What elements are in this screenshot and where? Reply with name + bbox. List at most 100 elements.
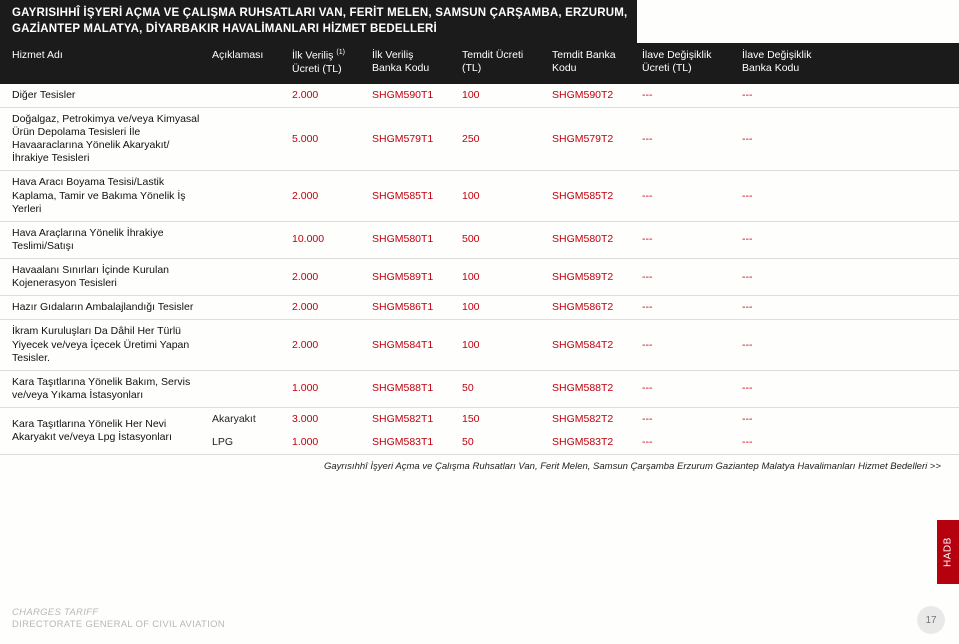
chg: --- bbox=[642, 436, 742, 449]
code2: SHGM579T2 bbox=[552, 133, 642, 146]
ren: 100 bbox=[462, 190, 552, 203]
code2: SHGM589T2 bbox=[552, 271, 642, 284]
col-ilk-verilis-ucreti: İlk Veriliş (1) Ücreti (TL) bbox=[292, 49, 372, 76]
title-box: GAYRISIHHÎ İŞYERİ AÇMA VE ÇALIŞMA RUHSAT… bbox=[0, 0, 637, 43]
code1: SHGM584T1 bbox=[372, 339, 462, 352]
col-ilave-ucreti: İlave Değişiklik Ücreti (TL) bbox=[642, 49, 742, 75]
chevron-right-icon: >> bbox=[930, 461, 941, 472]
fee: 2.000 bbox=[292, 301, 372, 314]
chgc: --- bbox=[742, 271, 852, 284]
fee: 3.000 bbox=[292, 413, 372, 426]
ren: 100 bbox=[462, 301, 552, 314]
table-row: Kara Taşıtlarına Yönelik Bakım, Servis v… bbox=[0, 371, 959, 408]
col-ilave-banka: İlave Değişiklik Banka Kodu bbox=[742, 49, 852, 75]
chg: --- bbox=[642, 89, 742, 102]
service-name: Hava Aracı Boyama Tesisi/Lastik Kaplama,… bbox=[12, 176, 212, 215]
table-row: Hazır Gıdaların Ambalajlandığı Tesisler 2… bbox=[0, 296, 959, 320]
code1: SHGM588T1 bbox=[372, 382, 462, 395]
code2: SHGM585T2 bbox=[552, 190, 642, 203]
fee: 2.000 bbox=[292, 271, 372, 284]
fee: 1.000 bbox=[292, 436, 372, 449]
code1: SHGM586T1 bbox=[372, 301, 462, 314]
code1: SHGM589T1 bbox=[372, 271, 462, 284]
fee: 10.000 bbox=[292, 233, 372, 246]
col-ilk-verilis-banka: İlk Veriliş Banka Kodu bbox=[372, 49, 462, 75]
ren: 100 bbox=[462, 271, 552, 284]
service-name: Havaalanı Sınırları İçinde Kurulan Kojen… bbox=[12, 264, 212, 290]
chgc: --- bbox=[742, 339, 852, 352]
code2: SHGM590T2 bbox=[552, 89, 642, 102]
chgc: --- bbox=[742, 382, 852, 395]
title-line-2: GAZİANTEP MALATYA, DİYARBAKIR HAVALİMANL… bbox=[12, 22, 627, 38]
code1: SHGM583T1 bbox=[372, 436, 462, 449]
ren: 150 bbox=[462, 413, 552, 426]
footer-line-1: CHARGES TARIFF bbox=[12, 607, 225, 618]
chg: --- bbox=[642, 382, 742, 395]
code2: SHGM586T2 bbox=[552, 301, 642, 314]
code1: SHGM590T1 bbox=[372, 89, 462, 102]
col-hizmet-adi: Hizmet Adı bbox=[12, 49, 212, 62]
code2: SHGM583T2 bbox=[552, 436, 642, 449]
table-row: Havaalanı Sınırları İçinde Kurulan Kojen… bbox=[0, 259, 959, 296]
ren: 250 bbox=[462, 133, 552, 146]
table-row: İkram Kuruluşları Da Dâhil Her Türlü Yiy… bbox=[0, 320, 959, 370]
side-tab-hadb[interactable]: HADB bbox=[937, 520, 959, 584]
footnote: Gayrısıhhî İşyeri Açma ve Çalışma Ruhsat… bbox=[0, 455, 959, 472]
fee: 1.000 bbox=[292, 382, 372, 395]
desc: LPG bbox=[212, 436, 292, 449]
chgc: --- bbox=[742, 301, 852, 314]
service-name: Kara Taşıtlarına Yönelik Her Nevi Akarya… bbox=[12, 418, 212, 444]
chg: --- bbox=[642, 190, 742, 203]
service-name: İkram Kuruluşları Da Dâhil Her Türlü Yiy… bbox=[12, 325, 212, 364]
chgc: --- bbox=[742, 190, 852, 203]
footer: CHARGES TARIFF DIRECTORATE GENERAL OF CI… bbox=[12, 607, 225, 630]
table-row: Hava Aracı Boyama Tesisi/Lastik Kaplama,… bbox=[0, 171, 959, 221]
chgc: --- bbox=[742, 133, 852, 146]
service-name: Kara Taşıtlarına Yönelik Bakım, Servis v… bbox=[12, 376, 212, 402]
col-temdit-banka: Temdit Banka Kodu bbox=[552, 49, 642, 75]
chg: --- bbox=[642, 301, 742, 314]
chg: --- bbox=[642, 339, 742, 352]
fee: 2.000 bbox=[292, 89, 372, 102]
code1: SHGM582T1 bbox=[372, 413, 462, 426]
title-line-1: GAYRISIHHÎ İŞYERİ AÇMA VE ÇALIŞMA RUHSAT… bbox=[12, 6, 627, 22]
table-row: Kara Taşıtlarına Yönelik Her Nevi Akarya… bbox=[0, 408, 959, 455]
service-name: Hava Araçlarına Yönelik İhrakiye Teslimi… bbox=[12, 227, 212, 253]
chgc: --- bbox=[742, 436, 852, 449]
chgc: --- bbox=[742, 413, 852, 426]
ren: 50 bbox=[462, 436, 552, 449]
ren: 50 bbox=[462, 382, 552, 395]
chg: --- bbox=[642, 413, 742, 426]
subrow-akaryakit: Akaryakıt 3.000 SHGM582T1 150 SHGM582T2 … bbox=[212, 413, 846, 426]
table-row: Diğer Tesisler 2.000SHGM590T1100SHGM590T2… bbox=[0, 84, 959, 108]
table-header: Hizmet Adı Açıklaması İlk Veriliş (1) Üc… bbox=[0, 43, 959, 84]
ren: 500 bbox=[462, 233, 552, 246]
chg: --- bbox=[642, 233, 742, 246]
code1: SHGM585T1 bbox=[372, 190, 462, 203]
chgc: --- bbox=[742, 89, 852, 102]
code2: SHGM582T2 bbox=[552, 413, 642, 426]
chg: --- bbox=[642, 133, 742, 146]
table-body: Diğer Tesisler2.000SHGM590T1100SHGM590T2… bbox=[0, 84, 959, 408]
footer-line-2: DIRECTORATE GENERAL OF CIVIL AVIATION bbox=[12, 619, 225, 630]
code2: SHGM580T2 bbox=[552, 233, 642, 246]
service-name: Doğalgaz, Petrokimya ve/veya Kimyasal Ür… bbox=[12, 113, 212, 166]
fee: 5.000 bbox=[292, 133, 372, 146]
chg: --- bbox=[642, 271, 742, 284]
subrow-lpg: LPG 1.000 SHGM583T1 50 SHGM583T2 --- --- bbox=[212, 436, 846, 449]
ren: 100 bbox=[462, 89, 552, 102]
fee: 2.000 bbox=[292, 339, 372, 352]
desc: Akaryakıt bbox=[212, 413, 292, 426]
ren: 100 bbox=[462, 339, 552, 352]
code1: SHGM580T1 bbox=[372, 233, 462, 246]
code2: SHGM584T2 bbox=[552, 339, 642, 352]
col-aciklamasi: Açıklaması bbox=[212, 49, 292, 62]
service-name: Diğer Tesisler bbox=[12, 89, 212, 102]
service-name: Hazır Gıdaların Ambalajlandığı Tesisler bbox=[12, 301, 212, 314]
table-row: Hava Araçlarına Yönelik İhrakiye Teslimi… bbox=[0, 222, 959, 259]
table-row: Doğalgaz, Petrokimya ve/veya Kimyasal Ür… bbox=[0, 108, 959, 172]
code1: SHGM579T1 bbox=[372, 133, 462, 146]
page-number: 17 bbox=[917, 606, 945, 634]
chgc: --- bbox=[742, 233, 852, 246]
fee: 2.000 bbox=[292, 190, 372, 203]
